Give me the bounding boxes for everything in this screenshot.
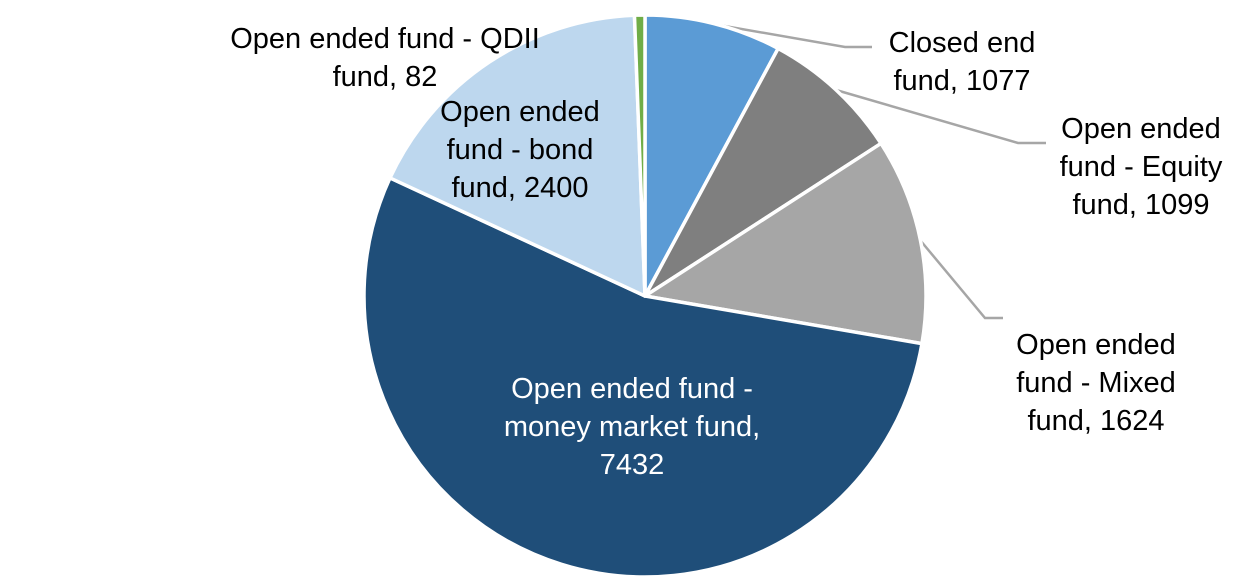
label-line: fund, 2400 (451, 172, 589, 204)
leader-line (919, 239, 1003, 320)
label-open-ended-fund-mixed-fund: Open ended fund - Mixed fund, 1624 (1016, 326, 1176, 440)
label-line: fund, 82 (332, 61, 438, 93)
label-line: Open ended fund - (511, 373, 753, 405)
label-line: fund, 1099 (1072, 189, 1210, 221)
label-closed-end-fund: Closed end fund, 1077 (889, 24, 1036, 100)
label-open-ended-fund-money-market-fund: Open ended fund - money market fund, 7432 (504, 370, 760, 484)
label-open-ended-fund-qdii-fund: Open ended fund - QDII fund, 82 (230, 20, 540, 96)
label-line: fund, 1077 (893, 65, 1031, 97)
pie-slice-open-ended-fund-qdii-fund[interactable] (632, 13, 647, 298)
label-line: Open ended (1061, 113, 1221, 145)
label-open-ended-fund-bond-fund: Open ended fund - bond fund, 2400 (440, 93, 600, 207)
label-line: fund, 1624 (1027, 405, 1165, 437)
label-line: Open ended fund - QDII (230, 23, 540, 55)
label-line: fund - bond (446, 134, 594, 166)
pie-slice-open-ended-fund-mixed-fund[interactable] (643, 141, 928, 346)
label-line: Open ended (1016, 329, 1176, 361)
label-line: money market fund, (503, 411, 761, 443)
pie-slice-open-ended-fund-equity-fund[interactable] (643, 46, 883, 298)
label-line: fund - Equity (1059, 151, 1223, 183)
label-line: fund - Mixed (1016, 367, 1176, 399)
label-line: 7432 (599, 449, 665, 481)
leader-line (835, 88, 1046, 145)
pie-slice-open-ended-fund-money-market-fund[interactable] (362, 176, 924, 579)
leader-line (712, 22, 872, 49)
pie-slice-closed-end-fund[interactable] (643, 13, 780, 298)
label-line: Open ended (440, 96, 600, 128)
label-open-ended-fund-equity-fund: Open ended fund - Equity fund, 1099 (1060, 110, 1223, 224)
label-line: Closed end (888, 27, 1036, 59)
pie-slice-open-ended-fund-bond-fund[interactable] (388, 13, 647, 298)
